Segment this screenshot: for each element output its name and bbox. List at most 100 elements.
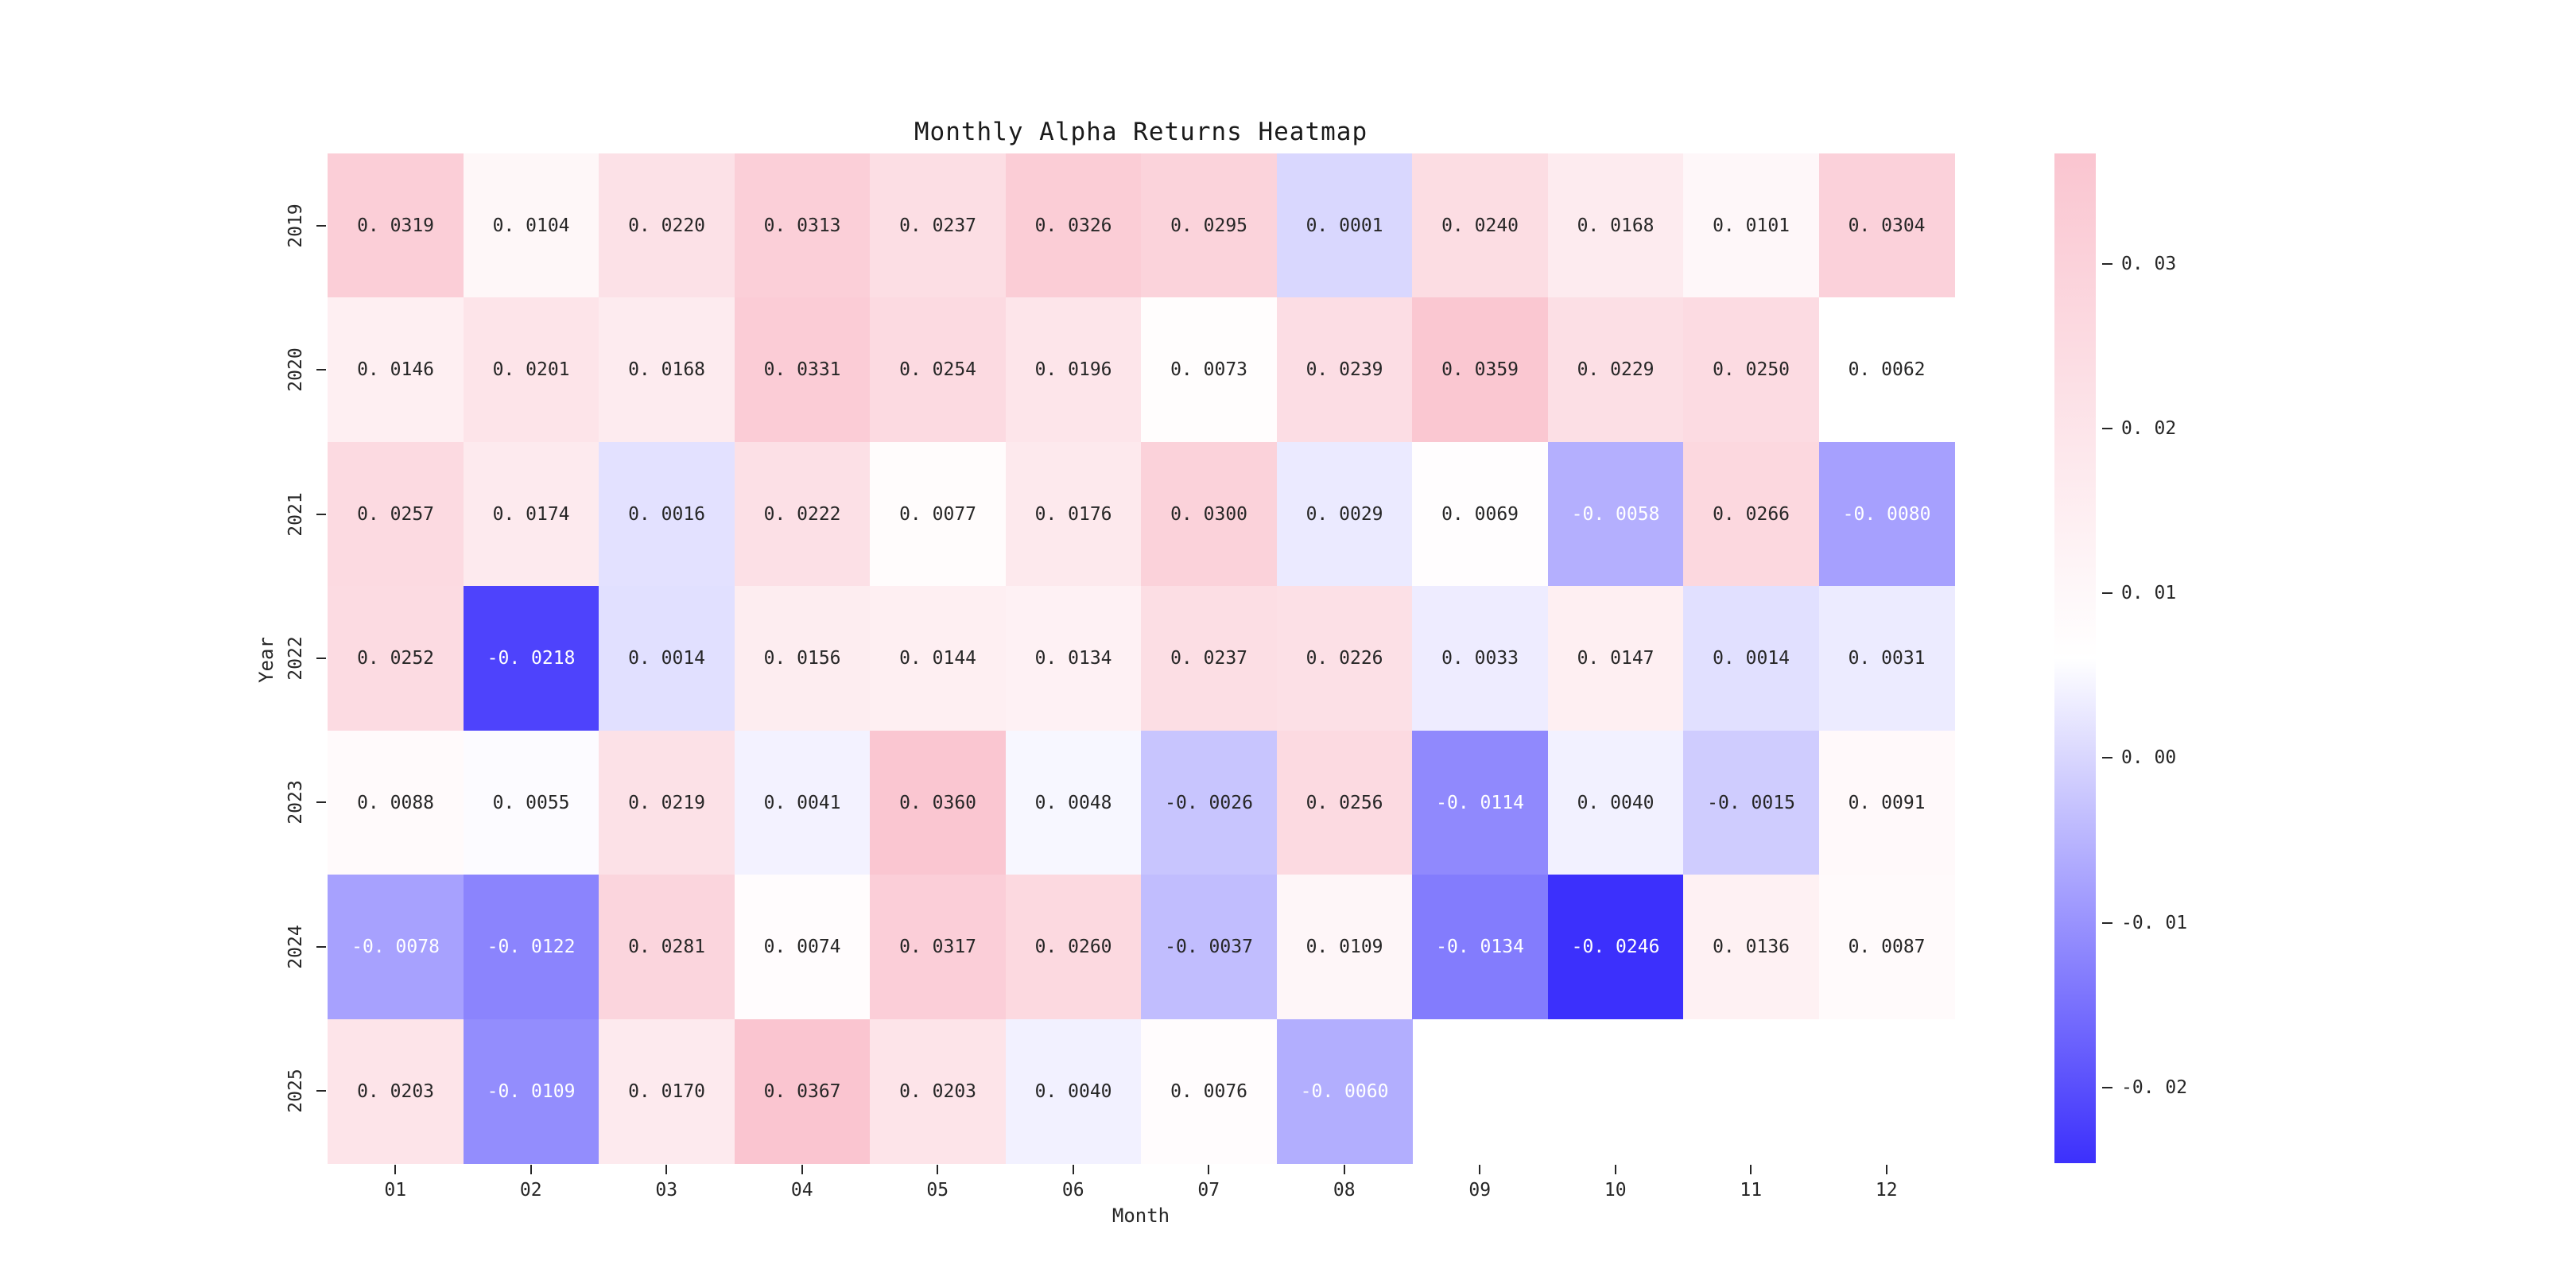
heatmap-cell-2019-10: 0. 0168 [1547,153,1684,299]
heatmap-cell-2024-11: 0. 0136 [1683,875,1820,1020]
heatmap-cell-2020-01: 0. 0146 [328,297,464,443]
x-tick-mark-01 [394,1165,397,1174]
heatmap-cell-2023-09: -0. 0114 [1412,730,1549,875]
x-tick-mark-08 [1343,1165,1345,1174]
colorbar-tick-label: 0. 01 [2121,583,2177,604]
heatmap-cell-2019-11: 0. 0101 [1683,153,1820,299]
heatmap-cell-2025-02: -0. 0109 [463,1018,599,1164]
heatmap-cell-2024-02: -0. 0122 [463,875,599,1020]
x-tick-label-09: 09 [1468,1180,1492,1201]
heatmap-cell-2024-05: 0. 0317 [870,875,1007,1020]
heatmap-cell-2019-01: 0. 0319 [328,153,464,299]
heatmap-cell-2024-08: 0. 0109 [1276,875,1413,1020]
heatmap-cell-2022-09: 0. 0033 [1412,586,1549,731]
y-tick-mark-2019 [316,224,326,227]
heatmap-cell-2025-03: 0. 0170 [599,1018,735,1164]
heatmap-cell-2020-05: 0. 0254 [870,297,1007,443]
heatmap-cell-2021-11: 0. 0266 [1683,441,1820,587]
y-tick-mark-2023 [316,801,326,804]
x-tick-label-07: 07 [1197,1180,1220,1201]
heatmap-cell-2025-01: 0. 0203 [328,1018,464,1164]
heatmap-cell-2022-06: 0. 0134 [1005,586,1142,731]
x-tick-label-02: 02 [519,1180,542,1201]
x-tick-mark-04 [801,1165,803,1174]
colorbar-tick-mark [2102,921,2112,924]
heatmap-cell-2023-02: 0. 0055 [463,730,599,875]
y-tick-label-2025: 2025 [285,1069,306,1113]
x-tick-mark-07 [1208,1165,1210,1174]
x-axis-title: Month [1111,1205,1170,1227]
y-tick-label-2022: 2022 [285,636,306,681]
heatmap-cell-2022-05: 0. 0144 [870,586,1007,731]
heatmap-cell-2019-06: 0. 0326 [1005,153,1142,299]
heatmap-cell-2024-07: -0. 0037 [1141,875,1278,1020]
y-tick-mark-2020 [316,369,326,371]
heatmap-cell-2021-09: 0. 0069 [1412,441,1549,587]
x-tick-label-12: 12 [1875,1180,1898,1201]
heatmap-cell-2023-03: 0. 0219 [599,730,735,875]
heatmap-cell-2022-10: 0. 0147 [1547,586,1684,731]
y-tick-label-2019: 2019 [285,204,306,248]
heatmap-cell-2022-02: -0. 0218 [463,586,599,731]
colorbar-tick-mark [2102,427,2112,429]
x-tick-label-10: 10 [1604,1180,1627,1201]
heatmap-cell-2022-11: 0. 0014 [1683,586,1820,731]
colorbar-tick-mark [2102,757,2112,759]
colorbar-tick-mark [2102,262,2112,265]
heatmap-cell-2023-06: 0. 0048 [1005,730,1142,875]
heatmap-cell-2024-03: 0. 0281 [599,875,735,1020]
chart-title: Monthly Alpha Returns Heatmap [914,118,1368,146]
heatmap-cell-2021-02: 0. 0174 [463,441,599,587]
colorbar-tick-mark [2102,1086,2112,1088]
heatmap-cell-2022-07: 0. 0237 [1141,586,1278,731]
x-tick-mark-06 [1072,1165,1074,1174]
heatmap-cell-2019-03: 0. 0220 [599,153,735,299]
heatmap-cell-2021-06: 0. 0176 [1005,441,1142,587]
colorbar-tick-mark [2102,592,2112,595]
heatmap-cell-2020-11: 0. 0250 [1683,297,1820,443]
x-tick-mark-02 [530,1165,532,1174]
heatmap-cell-2020-04: 0. 0331 [734,297,871,443]
y-tick-label-2024: 2024 [285,925,306,969]
heatmap-cell-2022-12: 0. 0031 [1818,586,1955,731]
heatmap-cell-2022-04: 0. 0156 [734,586,871,731]
heatmap-cell-2019-09: 0. 0240 [1412,153,1549,299]
heatmap-cell-2023-11: -0. 0015 [1683,730,1820,875]
heatmap-cell-2025-05: 0. 0203 [870,1018,1007,1164]
heatmap-cell-2022-03: 0. 0014 [599,586,735,731]
heatmap-cell-2019-08: 0. 0001 [1276,153,1413,299]
x-tick-label-05: 05 [926,1180,949,1201]
x-tick-mark-12 [1885,1165,1887,1174]
heatmap-cell-2021-08: 0. 0029 [1276,441,1413,587]
y-tick-label-2020: 2020 [285,347,306,392]
heatmap-cell-2021-12: -0. 0080 [1818,441,1955,587]
x-tick-label-08: 08 [1333,1180,1356,1201]
heatmap-cell-2020-12: 0. 0062 [1818,297,1955,443]
heatmap-cell-2025-08: -0. 0060 [1276,1018,1413,1164]
heatmap-cell-2025-07: 0. 0076 [1141,1018,1278,1164]
heatmap-cell-2024-06: 0. 0260 [1005,875,1142,1020]
x-tick-mark-03 [665,1165,668,1174]
heatmap-cell-2020-10: 0. 0229 [1547,297,1684,443]
heatmap-cell-2021-10: -0. 0058 [1547,441,1684,587]
heatmap-cell-2019-05: 0. 0237 [870,153,1007,299]
heatmap-cell-2020-03: 0. 0168 [599,297,735,443]
heatmap-cell-2025-06: 0. 0040 [1005,1018,1142,1164]
x-tick-mark-09 [1479,1165,1481,1174]
heatmap-cell-2020-07: 0. 0073 [1141,297,1278,443]
heatmap-cell-2021-03: 0. 0016 [599,441,735,587]
x-tick-mark-10 [1614,1165,1616,1174]
heatmap-cell-2024-10: -0. 0246 [1547,875,1684,1020]
heatmap-cell-2019-07: 0. 0295 [1141,153,1278,299]
heatmap-cell-2022-01: 0. 0252 [328,586,464,731]
x-tick-mark-05 [937,1165,939,1174]
heatmap-cell-2021-05: 0. 0077 [870,441,1007,587]
y-tick-label-2021: 2021 [285,491,306,537]
x-tick-label-01: 01 [384,1180,407,1201]
heatmap-cell-2023-01: 0. 0088 [328,730,464,875]
heatmap-cell-2023-04: 0. 0041 [734,730,871,875]
y-tick-mark-2022 [316,658,326,659]
colorbar-tick-label: 0. 02 [2121,417,2177,439]
heatmap-cell-2024-04: 0. 0074 [734,875,871,1020]
